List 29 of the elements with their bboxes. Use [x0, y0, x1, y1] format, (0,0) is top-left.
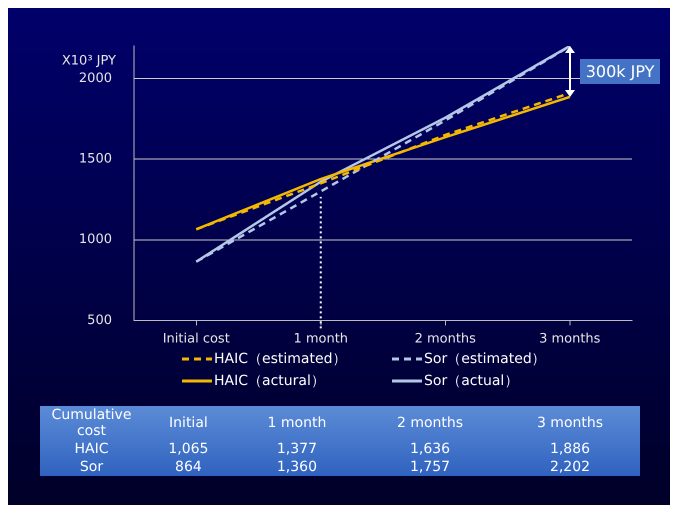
text: HAIC	[73, 440, 110, 458]
data-label: 1,886	[548, 440, 592, 458]
legend-label: Sor（actual）	[424, 372, 518, 390]
text: Sor	[78, 458, 104, 476]
data-label: 1,377	[276, 440, 318, 458]
y-tick-label: 1000	[78, 232, 112, 248]
y-tick-label: 2000	[78, 70, 112, 86]
data-label: 1,360	[276, 458, 318, 476]
data-label: 2,202	[548, 458, 592, 476]
y-tick-label: 1500	[78, 152, 112, 167]
legend-label: HAIC（actural）	[214, 372, 325, 390]
data-label: 1,757	[408, 458, 452, 476]
y-axis-title: X10³ JPY	[62, 54, 116, 69]
legend-label: Sor（estimated）	[424, 350, 546, 368]
y-tick-label: 500	[87, 312, 112, 328]
x-tick-label: 2 months	[414, 332, 476, 347]
x-tick-label: 3 months	[539, 332, 601, 347]
data-label: 864	[174, 458, 203, 476]
text: 1 month	[268, 415, 326, 431]
category-label: 2 months	[396, 415, 464, 431]
x-tick-label: Initial cost	[162, 332, 230, 347]
x-tick-label: 1 month	[293, 332, 348, 347]
category-label: 3 months	[536, 415, 604, 431]
data-label: 1,065	[167, 440, 210, 458]
text: Cumulative cost	[50, 406, 132, 440]
legend-label: HAIC（estimated）	[214, 350, 347, 368]
data-label: 1,636	[408, 440, 452, 458]
annotation: 300k JPY	[580, 58, 660, 84]
text: Initial	[168, 414, 209, 433]
